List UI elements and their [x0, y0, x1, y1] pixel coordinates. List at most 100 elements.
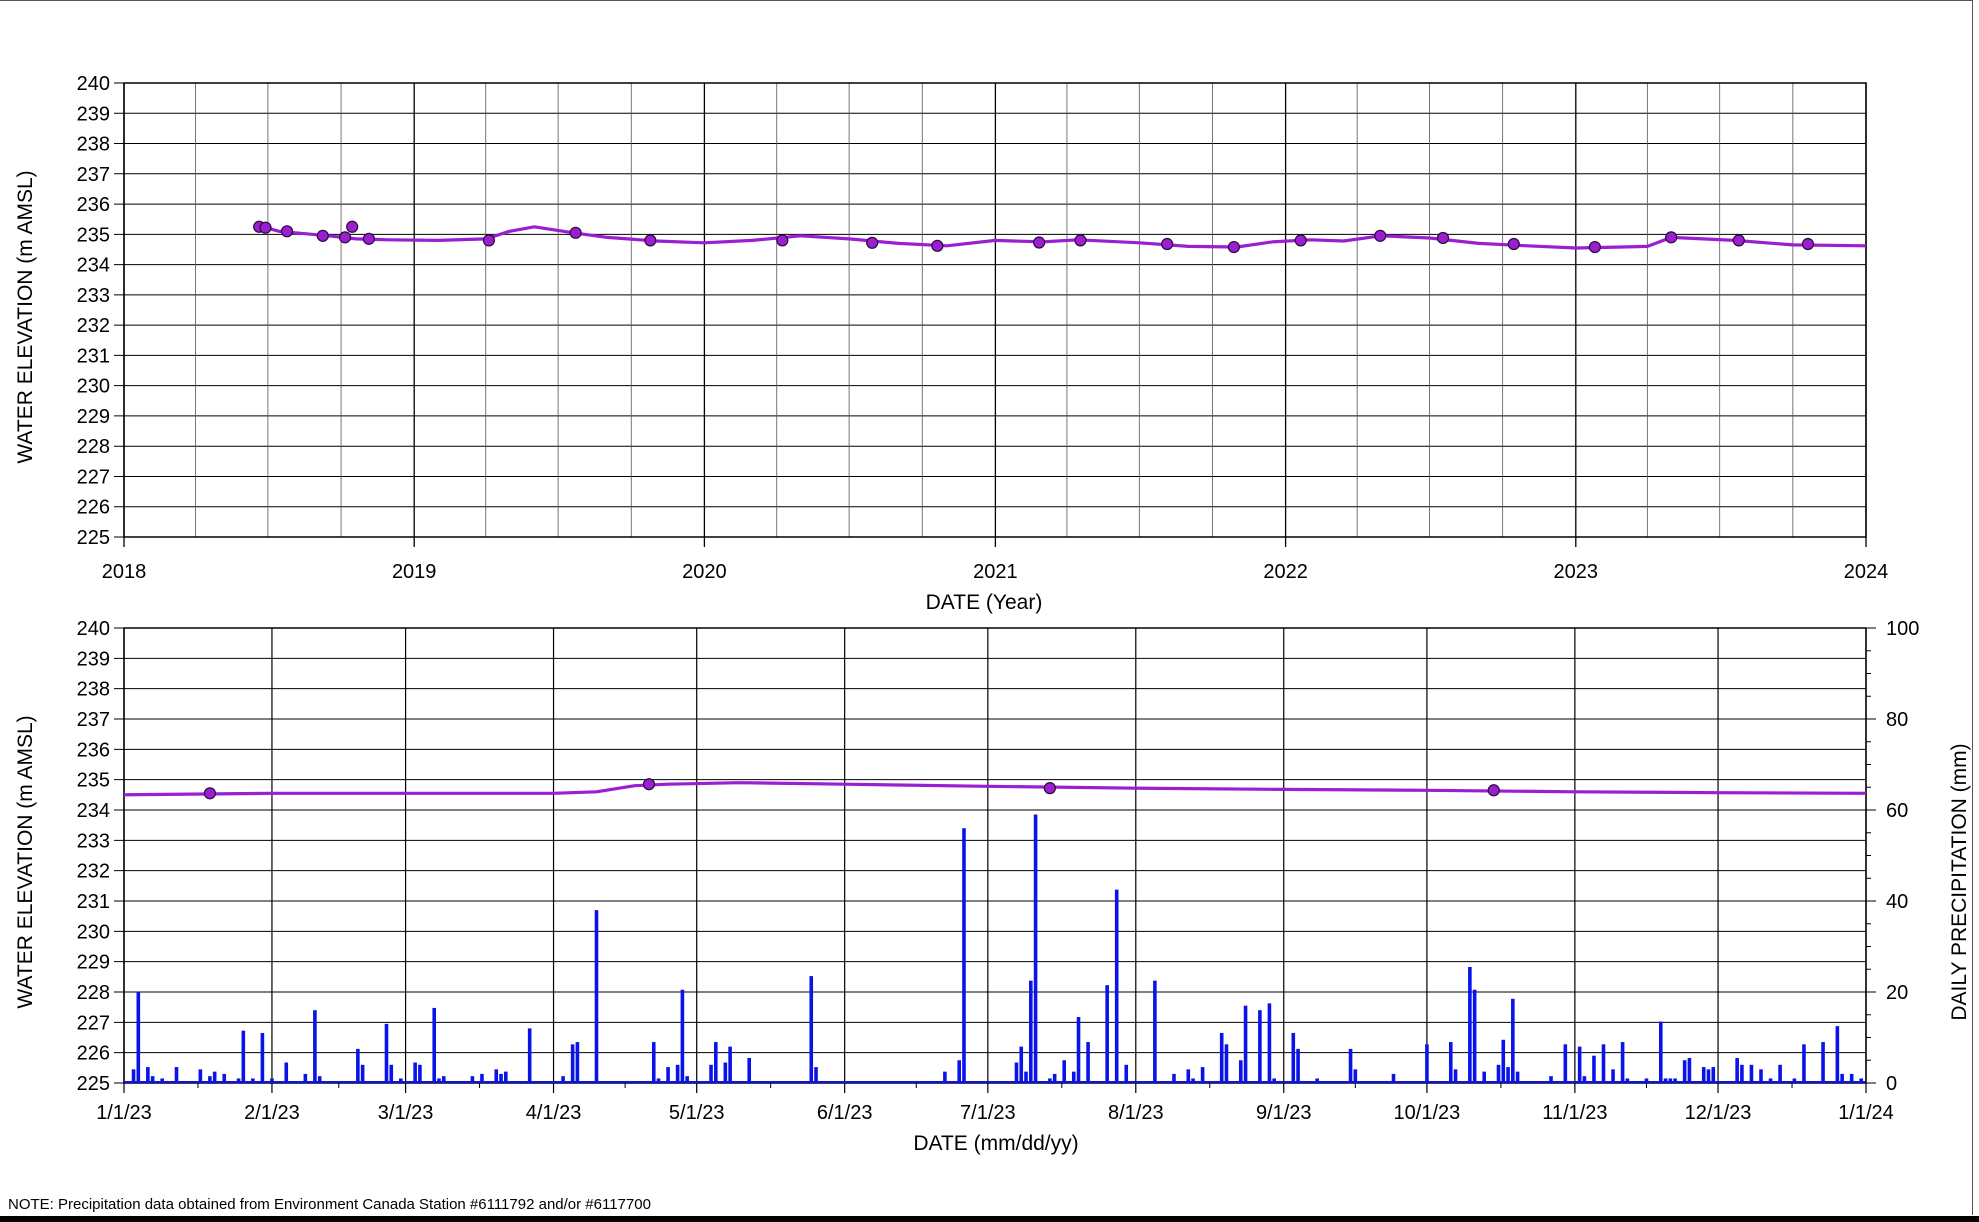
chart2-precipitation-bar — [432, 1007, 437, 1083]
chart1-water-level-marker — [1507, 237, 1520, 251]
chart2-precipitation-bar — [284, 1062, 289, 1083]
chart2-precipitation-bar — [146, 1067, 150, 1083]
chart2-y-tick-label: 239 — [77, 648, 110, 670]
chart2-y2-axis-label: DAILY PRECIPITATION (mm) — [1948, 743, 1971, 1020]
chart2-precipitation-bar — [1592, 1055, 1596, 1083]
chart2-x-tick-label: 2/1/23 — [244, 1102, 300, 1124]
chart2-precipitation-bar — [1482, 1071, 1486, 1083]
chart2-x-tick-label: 8/1/23 — [1108, 1102, 1164, 1124]
chart1-grid — [114, 82, 1867, 547]
chart2-precipitation-bar — [494, 1069, 499, 1083]
chart2-precipitation-bar — [1577, 1046, 1582, 1083]
chart2-x-tick-label: 5/1/23 — [669, 1102, 725, 1124]
chart2-precipitation-bar — [1243, 1005, 1248, 1083]
chart2-x-ticks: 1/1/23 2/1/23 3/1/23 4/1/23 5/1/23 6/1/23 7/1/… — [96, 1102, 1894, 1124]
chart2-y-ticks: 225 226 227 228 229 230 231 232 233 234 235 236 237 2… — [77, 618, 110, 1095]
chart1-water-level-marker — [362, 232, 375, 245]
chart2-precipitation-bar — [656, 1078, 661, 1083]
chart2-precipitation-bar — [356, 1048, 360, 1083]
chart2-precipitation-bar — [1735, 1057, 1739, 1083]
chart2-precipitation-bar — [499, 1073, 503, 1083]
chart2-precipitation-bar — [1062, 1060, 1067, 1083]
chart2-precipitation-bar — [1033, 814, 1038, 1083]
chart2-precipitation-bar — [1391, 1073, 1396, 1083]
chart1-water-level-marker — [644, 234, 657, 247]
chart2-precipitation-bar — [962, 828, 966, 1083]
chart2-precipitation-bar — [1186, 1069, 1191, 1083]
chart2-y-tick-label: 240 — [77, 618, 110, 640]
chart2-precipitation-bar — [1835, 1026, 1840, 1083]
chart2-y2-tick-label: 20 — [1886, 982, 1908, 1004]
chart2-y-tick-label: 233 — [77, 830, 110, 852]
chart2-precipitation-bar — [1821, 1042, 1825, 1083]
chart1-water-level-marker — [931, 239, 944, 252]
chart2-y-tick-label: 225 — [77, 1073, 110, 1095]
chart2-plot-border — [123, 627, 1867, 1084]
chart2-precipitation-bar — [1448, 1042, 1453, 1083]
chart1-y-tick-label: 225 — [77, 527, 110, 549]
chart2-precipitation-bar — [260, 1032, 265, 1083]
chart2-precipitation-bar — [1153, 980, 1157, 1083]
chart2-y2-ticks: 0 20 40 60 80 100 — [1886, 618, 1919, 1095]
chart2-precipitation-bar — [317, 1076, 322, 1083]
chart2-precipitation-bar — [1549, 1076, 1553, 1083]
chart1-x-tick-label: 2020 — [682, 561, 727, 583]
chart2-precipitation-bar — [1611, 1069, 1615, 1083]
chart1-x-axis-label: DATE (Year) — [926, 591, 1043, 614]
chart2-precipitation-bar — [441, 1076, 446, 1083]
chart1-y-tick-label: 232 — [77, 315, 110, 337]
chart1-y-tick-label: 229 — [77, 406, 110, 428]
chart1-y-ticks: 225 226 227 228 229 230 231 232 233 234 235 236 237 2… — [77, 73, 110, 549]
chart2-precipitation-bar — [814, 1067, 818, 1083]
chart2-precipitation-bar — [1563, 1044, 1568, 1083]
chart2-water-elevation-line — [123, 781, 1867, 797]
chart1-y-tick-label: 240 — [77, 73, 110, 95]
chart1-water-level-marker — [338, 231, 352, 244]
chart2-precipitation-bar — [389, 1064, 394, 1083]
chart2-precipitation-bar — [1048, 1078, 1052, 1083]
chart2-y2-tick-label: 80 — [1886, 709, 1908, 731]
chart2-precipitation-bar — [480, 1073, 484, 1083]
chart1-plot-border — [123, 82, 1867, 538]
chart1-water-level-marker — [280, 225, 294, 238]
chart-water-elevation-precipitation-2023: 225 226 227 228 229 230 231 232 233 234 235 236 237 2… — [14, 618, 1971, 1155]
chart1-water-level-marker — [1074, 234, 1087, 247]
chart2-precipitation-bar — [131, 1069, 136, 1083]
chart2-y-tick-label: 237 — [77, 709, 110, 731]
chart2-precipitation-bar — [1802, 1044, 1806, 1083]
chart2-precipitation-bar — [1468, 966, 1472, 1083]
chart2-precipitation-bar — [666, 1067, 670, 1083]
chart1-y-tick-label: 238 — [77, 134, 110, 156]
chart2-precipitation-bar — [1105, 985, 1109, 1083]
chart2-precipitation-bar — [1238, 1060, 1243, 1083]
chart2-precipitation-bar — [809, 976, 814, 1083]
chart1-y-tick-label: 231 — [77, 345, 110, 367]
chart2-precipitation-bar — [561, 1076, 565, 1083]
chart2-precipitation-bar — [399, 1078, 403, 1083]
chart2-y-tick-label: 235 — [77, 770, 110, 792]
chart2-y-tick-label: 236 — [77, 739, 110, 761]
chart2-y2-tick-label: 100 — [1886, 618, 1919, 640]
chart2-precipitation-bar — [1668, 1078, 1673, 1083]
chart2-y-axis-label: WATER ELEVATION (m AMSL) — [14, 715, 37, 1008]
chart2-precipitation-bar — [1582, 1076, 1587, 1083]
chart2-precipitation-bar — [1258, 1010, 1262, 1083]
chart2-precipitation-bar — [1601, 1044, 1606, 1083]
chart2-precipitation-bar — [1191, 1078, 1195, 1083]
chart2-precipitation-bar — [1682, 1060, 1687, 1083]
chart2-precipitation-bar — [1224, 1044, 1229, 1083]
chart2-precipitation-bar — [957, 1060, 962, 1083]
chart1-y-tick-label: 227 — [77, 466, 110, 488]
chart2-precipitation-bar — [1014, 1062, 1019, 1083]
chart2-precipitation-bar — [1792, 1078, 1797, 1083]
chart1-x-tick-label: 2019 — [392, 561, 437, 583]
chart2-precipitation-bar — [1658, 1021, 1663, 1083]
chart2-x-tick-label: 1/1/23 — [96, 1102, 152, 1124]
chart2-precipitation-bar — [1501, 1039, 1506, 1083]
chart2-precipitation-bar — [212, 1071, 217, 1083]
chart1-y-tick-label: 234 — [77, 255, 110, 277]
chart1-y-tick-label: 239 — [77, 103, 110, 125]
chart2-precipitation-bar — [1768, 1078, 1773, 1083]
chart1-water-level-marker — [1227, 240, 1241, 254]
chart1-water-level-marker — [1732, 234, 1745, 247]
